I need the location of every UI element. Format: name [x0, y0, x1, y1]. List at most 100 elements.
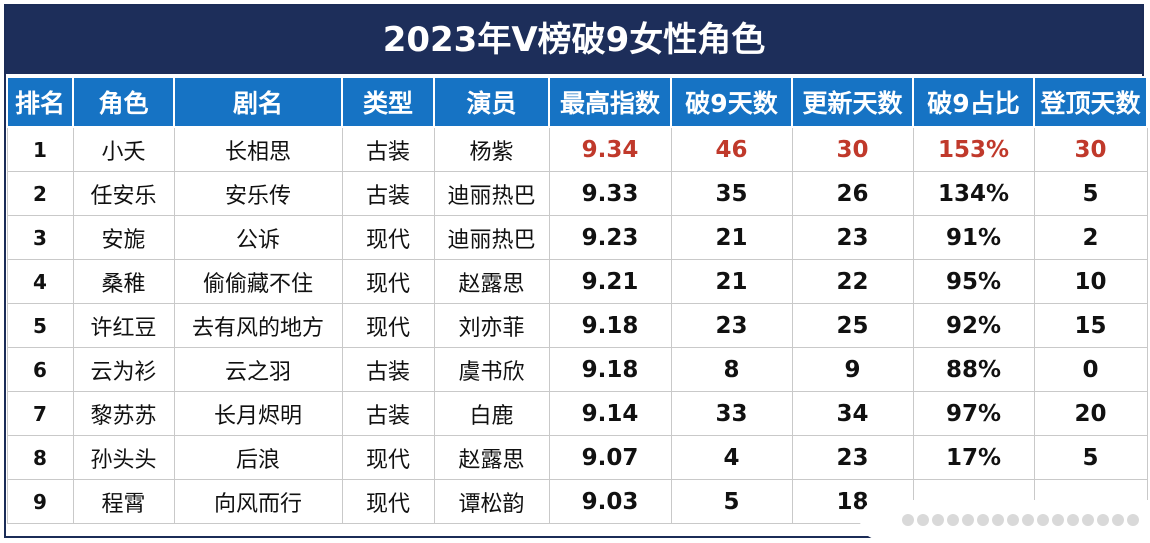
cell-update-days: 25	[791, 303, 914, 348]
cell-actor: 迪丽热巴	[433, 215, 550, 260]
cell-update-days: 23	[791, 435, 914, 480]
cell-role: 黎苏苏	[72, 391, 175, 436]
cell-drama: 云之羽	[173, 347, 343, 392]
cell-days-above-9: 21	[670, 215, 793, 260]
cell-days-above-9: 8	[670, 347, 793, 392]
column-header-rank: 排名	[6, 76, 74, 128]
cell-top-days: 0	[1033, 347, 1148, 392]
cell-peak-index: 9.07	[548, 435, 672, 480]
watermark-dot	[917, 514, 929, 526]
watermark-dot	[1127, 514, 1139, 526]
cell-role: 云为衫	[72, 347, 175, 392]
cell-peak-index: 9.21	[548, 259, 672, 304]
cell-top-days: 5	[1033, 171, 1148, 216]
column-header-above-9-ratio: 破9占比	[912, 76, 1035, 128]
cell-genre: 现代	[341, 215, 435, 260]
column-header-role: 角色	[72, 76, 175, 128]
cell-peak-index: 9.33	[548, 171, 672, 216]
cell-peak-index: 9.23	[548, 215, 672, 260]
watermark-dot	[962, 514, 974, 526]
cell-peak-index: 9.14	[548, 391, 672, 436]
cell-top-days: 30	[1033, 126, 1148, 172]
cell-genre: 现代	[341, 479, 435, 524]
cell-peak-index: 9.34	[548, 126, 672, 172]
cell-rank: 7	[6, 391, 74, 436]
cell-rank: 9	[6, 479, 74, 524]
watermark-dot	[902, 514, 914, 526]
cell-genre: 古装	[341, 126, 435, 172]
cell-genre: 现代	[341, 435, 435, 480]
watermark-dot	[1022, 514, 1034, 526]
cell-actor: 虞书欣	[433, 347, 550, 392]
cell-days-above-9: 33	[670, 391, 793, 436]
cell-top-days: 15	[1033, 303, 1148, 348]
cell-rank: 3	[6, 215, 74, 260]
cell-top-days: 10	[1033, 259, 1148, 304]
cell-role: 安旎	[72, 215, 175, 260]
watermark-dot	[1007, 514, 1019, 526]
watermark-dot	[1052, 514, 1064, 526]
cell-days-above-9: 23	[670, 303, 793, 348]
watermark-dot	[947, 514, 959, 526]
table-row: 5 许红豆 去有风的地方 现代 刘亦菲 9.18 23 25 92% 15	[6, 303, 1148, 348]
cell-actor: 杨紫	[433, 126, 550, 172]
ranking-table: 排名 角色 剧名 类型 演员 最高指数 破9天数 更新天数 破9占比 登顶天数 1 小夭 长相思 古装杨…	[6, 76, 1148, 524]
watermark-dot	[1037, 514, 1049, 526]
cell-role: 桑稚	[72, 259, 175, 304]
cell-genre: 现代	[341, 303, 435, 348]
cell-drama: 去有风的地方	[173, 303, 343, 348]
watermark-dot	[992, 514, 1004, 526]
cell-actor: 赵露思	[433, 435, 550, 480]
cell-drama: 向风而行	[173, 479, 343, 524]
cell-update-days: 23	[791, 215, 914, 260]
cell-update-days: 30	[791, 126, 914, 172]
cell-top-days: 5	[1033, 435, 1148, 480]
cell-genre: 古装	[341, 391, 435, 436]
cell-update-days: 26	[791, 171, 914, 216]
cell-role: 孙头头	[72, 435, 175, 480]
cell-above-9-ratio: 92%	[912, 303, 1035, 348]
cell-peak-index: 9.18	[548, 303, 672, 348]
cell-drama: 公诉	[173, 215, 343, 260]
table-row: 8 孙头头 后浪 现代 赵露思 9.07 4 23 17% 5	[6, 435, 1148, 480]
cell-role: 任安乐	[72, 171, 175, 216]
cell-above-9-ratio: 134%	[912, 171, 1035, 216]
cell-top-days: 2	[1033, 215, 1148, 260]
table-row: 9 程霄 向风而行 现代 谭松韵 9.03 5 18	[6, 479, 1148, 524]
cell-actor: 迪丽热巴	[433, 171, 550, 216]
cell-rank: 2	[6, 171, 74, 216]
cell-update-days: 34	[791, 391, 914, 436]
ranking-table-card: 2023年V榜破9女性角色 排名 角色 剧名 类型 演员 最高指数 破9天数 更新天数 破9占比…	[4, 4, 1150, 540]
table-body: 1 小夭 长相思 古装 杨紫 9.34 46 30 153% 30 2 任安乐 安乐传 古装 迪丽热巴 9.3…	[6, 126, 1148, 524]
cell-above-9-ratio: 17%	[912, 435, 1035, 480]
cell-role: 程霄	[72, 479, 175, 524]
watermark-dot	[1112, 514, 1124, 526]
cell-actor: 刘亦菲	[433, 303, 550, 348]
cell-rank: 6	[6, 347, 74, 392]
cell-peak-index: 9.03	[548, 479, 672, 524]
cell-above-9-ratio: 97%	[912, 391, 1035, 436]
table-row: 3 安旎 公诉 现代 迪丽热巴 9.23 21 23 91% 2	[6, 215, 1148, 260]
cell-above-9-ratio: 91%	[912, 215, 1035, 260]
column-header-top-days: 登顶天数	[1033, 76, 1148, 128]
cell-above-9-ratio: 88%	[912, 347, 1035, 392]
cell-days-above-9: 5	[670, 479, 793, 524]
column-header-genre: 类型	[341, 76, 435, 128]
table-row: 2 任安乐 安乐传 古装 迪丽热巴 9.33 35 26 134% 5	[6, 171, 1148, 216]
cell-days-above-9: 21	[670, 259, 793, 304]
cell-actor: 谭松韵	[433, 479, 550, 524]
cell-actor: 白鹿	[433, 391, 550, 436]
cell-role: 许红豆	[72, 303, 175, 348]
cell-rank: 5	[6, 303, 74, 348]
table-row: 6 云为衫 云之羽 古装 虞书欣 9.18 8 9 88% 0	[6, 347, 1148, 392]
cell-drama: 安乐传	[173, 171, 343, 216]
column-header-drama: 剧名	[173, 76, 343, 128]
header-row: 排名 角色 剧名 类型 演员 最高指数 破9天数 更新天数 破9占比 登顶天数	[6, 76, 1148, 128]
watermark-dots-icon	[902, 514, 1139, 526]
table-row: 1 小夭 长相思 古装 杨紫 9.34 46 30 153% 30	[6, 126, 1148, 172]
cell-drama: 长相思	[173, 126, 343, 172]
cell-update-days: 9	[791, 347, 914, 392]
cell-days-above-9: 4	[670, 435, 793, 480]
cell-above-9-ratio: 153%	[912, 126, 1035, 172]
table-row: 4 桑稚 偷偷藏不住 现代 赵露思 9.21 21 22 95% 10	[6, 259, 1148, 304]
